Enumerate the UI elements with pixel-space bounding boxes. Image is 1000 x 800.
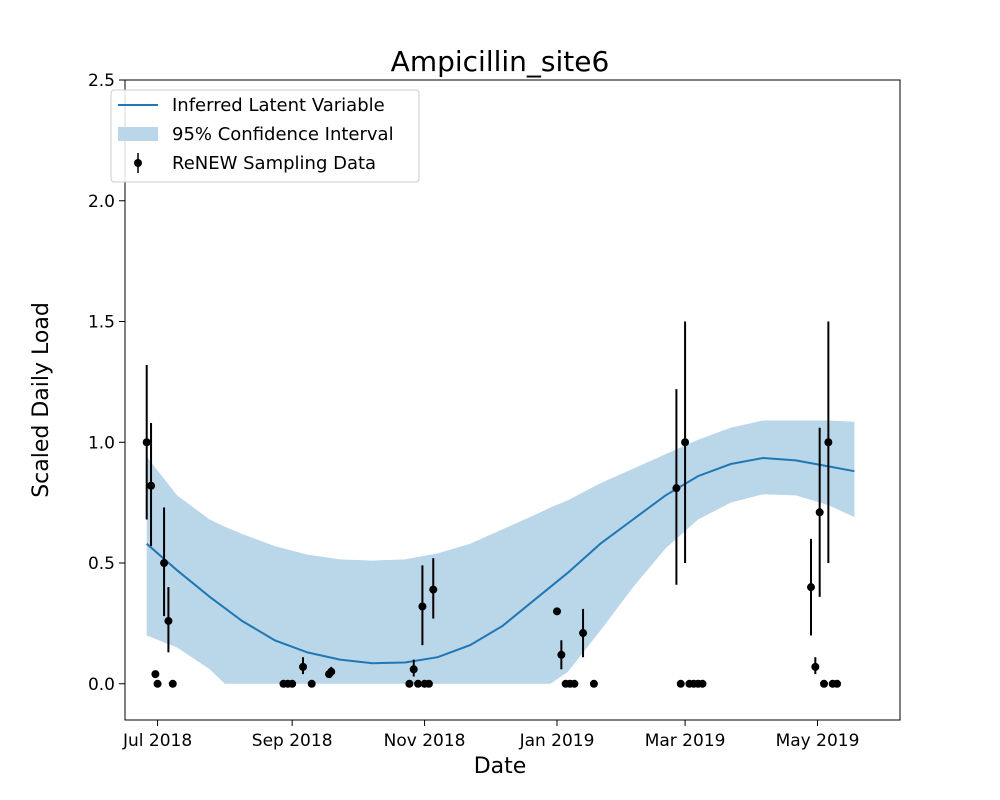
chart-title: Ampicillin_site6 bbox=[391, 45, 610, 78]
sample-point bbox=[164, 616, 173, 625]
sample-point bbox=[833, 679, 842, 688]
sample-point bbox=[824, 438, 833, 447]
sample-point bbox=[405, 679, 414, 688]
y-tick-label: 0.5 bbox=[88, 554, 115, 574]
latent-line-layer bbox=[146, 456, 855, 665]
y-tick-label: 2.5 bbox=[88, 71, 115, 91]
sample-point bbox=[168, 679, 177, 688]
sample-point bbox=[820, 679, 829, 688]
x-tick-label: May 2019 bbox=[776, 731, 860, 751]
legend-label-sampling: ReNEW Sampling Data bbox=[172, 153, 376, 174]
legend-box bbox=[110, 89, 420, 183]
sample-point bbox=[811, 662, 820, 671]
sample-point bbox=[589, 679, 598, 688]
legend-band-swatch bbox=[118, 127, 158, 141]
legend-label-confidence: 95% Confidence Interval bbox=[172, 124, 394, 145]
sample-point bbox=[698, 679, 707, 688]
sample-point bbox=[160, 559, 169, 568]
y-tick-label: 1.0 bbox=[88, 433, 115, 453]
plot-frame bbox=[124, 79, 901, 721]
sample-point bbox=[409, 665, 418, 674]
sample-point bbox=[676, 679, 685, 688]
x-tick-label: Sep 2018 bbox=[252, 731, 333, 751]
sample-point bbox=[806, 583, 815, 592]
x-axis-label: Date bbox=[474, 754, 527, 779]
x-tick-label: Mar 2019 bbox=[645, 731, 726, 751]
x-axis: Jul 2018 Sep 2018 Nov 2018 Jan 2019 Mar 2019… bbox=[122, 720, 859, 751]
sample-point bbox=[327, 667, 336, 676]
sample-point bbox=[553, 607, 562, 616]
x-tick-label: Jul 2018 bbox=[122, 731, 192, 751]
sample-point bbox=[147, 481, 156, 490]
sample-point bbox=[288, 679, 297, 688]
sample-point bbox=[151, 670, 160, 679]
sample-point bbox=[672, 484, 681, 493]
x-tick-label: Jan 2019 bbox=[519, 731, 595, 751]
y-tick-label: 2.0 bbox=[88, 192, 115, 212]
y-tick-label: 1.5 bbox=[88, 313, 115, 333]
sample-point bbox=[557, 650, 566, 659]
sample-point bbox=[299, 662, 308, 671]
sample-point bbox=[414, 679, 423, 688]
sample-point bbox=[429, 585, 438, 594]
legend: Inferred Latent Variable 95% Confidence … bbox=[110, 89, 420, 183]
sample-point bbox=[815, 508, 824, 517]
y-axis: 0.0 0.5 1.0 1.5 2.0 2.5 bbox=[88, 71, 125, 695]
y-tick-label: 0.0 bbox=[88, 675, 115, 695]
x-tick-label: Nov 2018 bbox=[384, 731, 466, 751]
sampling-points-layer bbox=[142, 321, 842, 688]
sample-point bbox=[681, 438, 690, 447]
y-axis-label: Scaled Daily Load bbox=[29, 302, 54, 498]
legend-point-swatch bbox=[134, 159, 142, 167]
sample-point bbox=[424, 679, 433, 688]
sample-point bbox=[418, 602, 427, 611]
sample-point bbox=[142, 438, 151, 447]
latent-series-line bbox=[146, 456, 855, 665]
sample-point bbox=[570, 679, 579, 688]
legend-label-latent: Inferred Latent Variable bbox=[172, 95, 385, 116]
sample-point bbox=[153, 679, 162, 688]
sample-point bbox=[579, 629, 588, 638]
sample-point bbox=[307, 679, 316, 688]
